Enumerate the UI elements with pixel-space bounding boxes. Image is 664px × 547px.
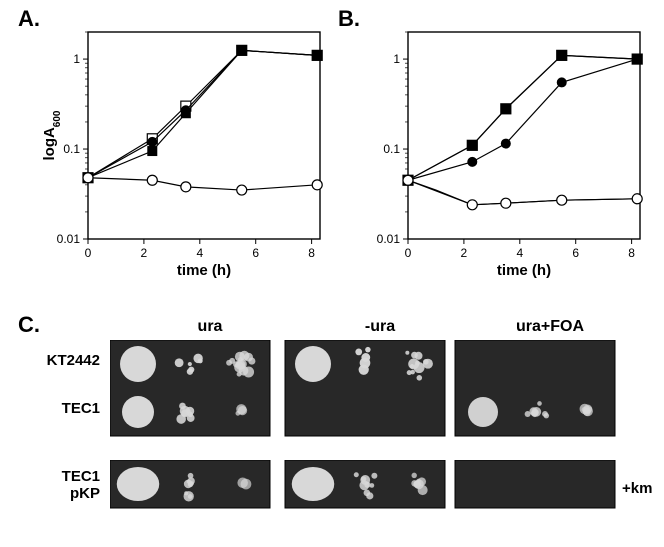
svg-text:time (h): time (h): [177, 262, 231, 279]
col-header-minus-ura: -ura: [320, 318, 440, 336]
svg-text:1: 1: [393, 52, 400, 66]
panel-a-label: A.: [18, 6, 40, 32]
colony-block-bottom: [110, 460, 630, 515]
svg-text:0.01: 0.01: [377, 232, 401, 246]
colony-block-top: [110, 340, 630, 440]
svg-text:0: 0: [85, 246, 92, 260]
svg-text:6: 6: [252, 246, 259, 260]
svg-text:4: 4: [196, 246, 203, 260]
svg-text:4: 4: [516, 246, 523, 260]
svg-text:0.1: 0.1: [383, 142, 400, 156]
svg-text:2: 2: [141, 246, 148, 260]
col-header-urafoa: ura+FOA: [480, 318, 620, 336]
svg-text:logA600: logA600: [41, 110, 63, 160]
svg-text:8: 8: [308, 246, 315, 260]
col-header-ura: ura: [150, 318, 270, 336]
svg-text:time (h): time (h): [497, 262, 551, 279]
row-label-tec1: TEC1: [20, 400, 100, 417]
panel-b-label: B.: [338, 6, 360, 32]
svg-text:1: 1: [73, 52, 80, 66]
svg-text:0.1: 0.1: [63, 142, 80, 156]
svg-text:2: 2: [461, 246, 468, 260]
chart-b: 0 2 4 6 8 0.01 0.1 1 time (h): [360, 20, 650, 285]
row-label-tec1pkp: TEC1 pKP: [20, 468, 100, 502]
svg-text:0.01: 0.01: [57, 232, 81, 246]
svg-text:8: 8: [628, 246, 635, 260]
svg-text:6: 6: [572, 246, 579, 260]
svg-text:0: 0: [405, 246, 412, 260]
chart-a: 0 2 4 6 8 0.01 0.1 1 time (h) logA600: [40, 20, 330, 285]
row-label-kt2442: KT2442: [20, 352, 100, 369]
panel-c-label: C.: [18, 312, 40, 338]
